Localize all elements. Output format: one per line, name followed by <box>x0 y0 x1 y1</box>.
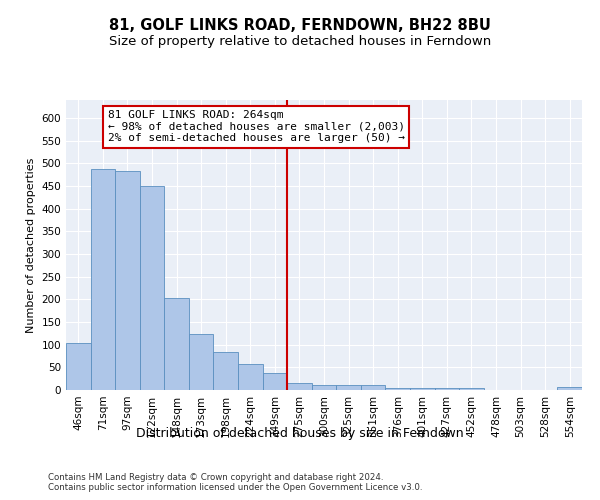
Bar <box>214 352 238 390</box>
Bar <box>385 388 410 390</box>
Bar <box>189 334 214 390</box>
Text: 81, GOLF LINKS ROAD, FERNDOWN, BH22 8BU: 81, GOLF LINKS ROAD, FERNDOWN, BH22 8BU <box>109 18 491 32</box>
Bar <box>459 388 484 390</box>
Bar <box>336 386 361 390</box>
Bar <box>140 186 164 390</box>
Bar <box>164 298 189 390</box>
Bar <box>434 388 459 390</box>
Bar <box>410 388 434 390</box>
Bar <box>238 364 263 390</box>
Text: Distribution of detached houses by size in Ferndown: Distribution of detached houses by size … <box>136 428 464 440</box>
Bar <box>312 386 336 390</box>
Text: Contains public sector information licensed under the Open Government Licence v3: Contains public sector information licen… <box>48 484 422 492</box>
Bar <box>287 383 312 390</box>
Bar <box>115 171 140 390</box>
Text: 81 GOLF LINKS ROAD: 264sqm
← 98% of detached houses are smaller (2,003)
2% of se: 81 GOLF LINKS ROAD: 264sqm ← 98% of deta… <box>108 110 405 143</box>
Text: Contains HM Land Registry data © Crown copyright and database right 2024.: Contains HM Land Registry data © Crown c… <box>48 472 383 482</box>
Y-axis label: Number of detached properties: Number of detached properties <box>26 158 36 332</box>
Bar <box>66 343 91 390</box>
Bar <box>263 373 287 390</box>
Bar <box>91 170 115 390</box>
Bar <box>361 386 385 390</box>
Text: Size of property relative to detached houses in Ferndown: Size of property relative to detached ho… <box>109 35 491 48</box>
Bar <box>557 387 582 390</box>
